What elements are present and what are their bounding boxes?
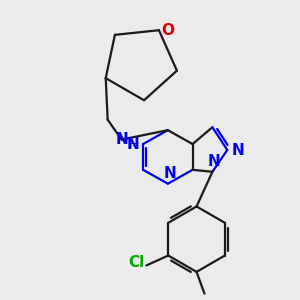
Text: N: N xyxy=(232,142,244,158)
Text: N: N xyxy=(208,154,221,169)
Text: Cl: Cl xyxy=(128,255,145,270)
Text: N: N xyxy=(127,136,140,152)
Text: O: O xyxy=(161,23,174,38)
Text: N: N xyxy=(115,132,128,147)
Text: H: H xyxy=(129,138,138,151)
Text: N: N xyxy=(164,166,176,181)
